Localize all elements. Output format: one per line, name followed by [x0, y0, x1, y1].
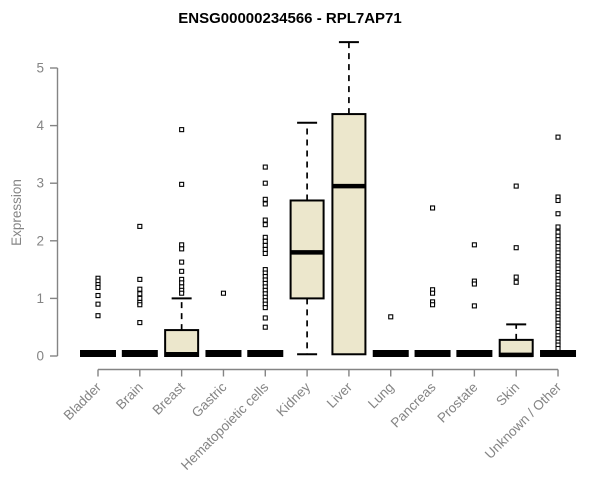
- x-tick-label: Liver: [324, 379, 356, 411]
- outlier-point: [262, 315, 268, 321]
- flat-box: [205, 350, 242, 357]
- outlier-point: [555, 224, 561, 230]
- outlier-point: [555, 345, 561, 352]
- outlier-point: [262, 238, 268, 244]
- outlier-point: [179, 127, 185, 133]
- outlier-point: [179, 259, 185, 265]
- outlier-point: [513, 183, 519, 189]
- x-tick-label: Pancreas: [388, 379, 439, 430]
- outlier-point: [262, 246, 268, 252]
- outlier-point: [471, 303, 477, 309]
- outlier-point: [179, 246, 185, 252]
- flat-box: [414, 350, 451, 357]
- x-tick-label: Breast: [150, 379, 188, 417]
- outlier-point: [137, 286, 143, 292]
- outlier-point: [262, 196, 268, 202]
- outlier-point: [262, 250, 268, 257]
- x-tick-label: Bladder: [61, 379, 105, 423]
- outlier-point: [555, 134, 561, 140]
- x-tick-label: Unknown / Other: [482, 379, 565, 462]
- outlier-point: [262, 305, 268, 311]
- outlier-point: [179, 181, 185, 187]
- flat-box: [540, 350, 577, 357]
- outlier-point: [137, 276, 143, 282]
- y-tick-label: 0: [36, 349, 44, 364]
- outlier-point: [513, 245, 519, 251]
- outlier-point: [95, 284, 101, 291]
- outlier-point: [430, 302, 436, 308]
- outlier-point: [262, 234, 268, 240]
- y-tick-label: 4: [36, 118, 44, 133]
- outlier-point: [262, 180, 268, 186]
- outlier-point: [179, 290, 185, 296]
- x-tick-label: Kidney: [273, 379, 313, 419]
- chart-title: ENSG00000234566 - RPL7AP71: [178, 10, 402, 27]
- outlier-point: [179, 268, 185, 274]
- outlier-point: [137, 320, 143, 326]
- outlier-point: [555, 229, 561, 235]
- outlier-point: [179, 280, 185, 286]
- y-tick-label: 2: [36, 233, 44, 248]
- y-tick-label: 3: [36, 176, 44, 191]
- x-tick-label: Gastric: [189, 379, 230, 420]
- x-tick-label: Skin: [493, 380, 522, 409]
- outlier-point: [262, 164, 268, 170]
- box: [164, 329, 200, 357]
- outlier-point: [220, 290, 227, 296]
- outlier-point: [471, 281, 477, 287]
- outlier-point: [513, 274, 519, 280]
- flat-box: [121, 350, 158, 357]
- outlier-point: [179, 242, 185, 248]
- flat-box: [456, 350, 493, 357]
- outlier-point: [430, 205, 436, 211]
- outlier-point: [513, 279, 519, 285]
- box: [289, 199, 325, 300]
- y-axis-label-wrap: Expression: [2, 0, 30, 424]
- outlier-point: [388, 314, 394, 320]
- outlier-point: [471, 242, 477, 248]
- x-tick-label: Brain: [113, 380, 146, 413]
- x-tick-label: Prostate: [434, 380, 480, 426]
- outlier-point: [262, 324, 268, 330]
- outlier-point: [262, 201, 268, 207]
- flat-box: [80, 350, 116, 357]
- flat-box: [247, 350, 284, 357]
- outlier-point: [430, 290, 436, 296]
- outlier-point: [262, 222, 268, 228]
- flat-box: [372, 350, 409, 357]
- y-tick-label: 1: [36, 291, 44, 306]
- outlier-point: [95, 313, 101, 319]
- outlier-point: [95, 292, 101, 299]
- outlier-point: [137, 223, 143, 229]
- y-axis-label: Expression: [8, 178, 24, 246]
- outlier-point: [137, 302, 143, 308]
- outlier-point: [137, 291, 143, 297]
- x-tick-label: Lung: [365, 380, 397, 412]
- outlier-point: [95, 301, 101, 307]
- y-tick-label: 5: [36, 61, 44, 76]
- outlier-point: [555, 197, 561, 204]
- outlier-point: [555, 211, 561, 217]
- outlier-point: [262, 242, 268, 248]
- outlier-point: [137, 295, 143, 301]
- outlier-point: [262, 217, 268, 223]
- box: [331, 113, 367, 356]
